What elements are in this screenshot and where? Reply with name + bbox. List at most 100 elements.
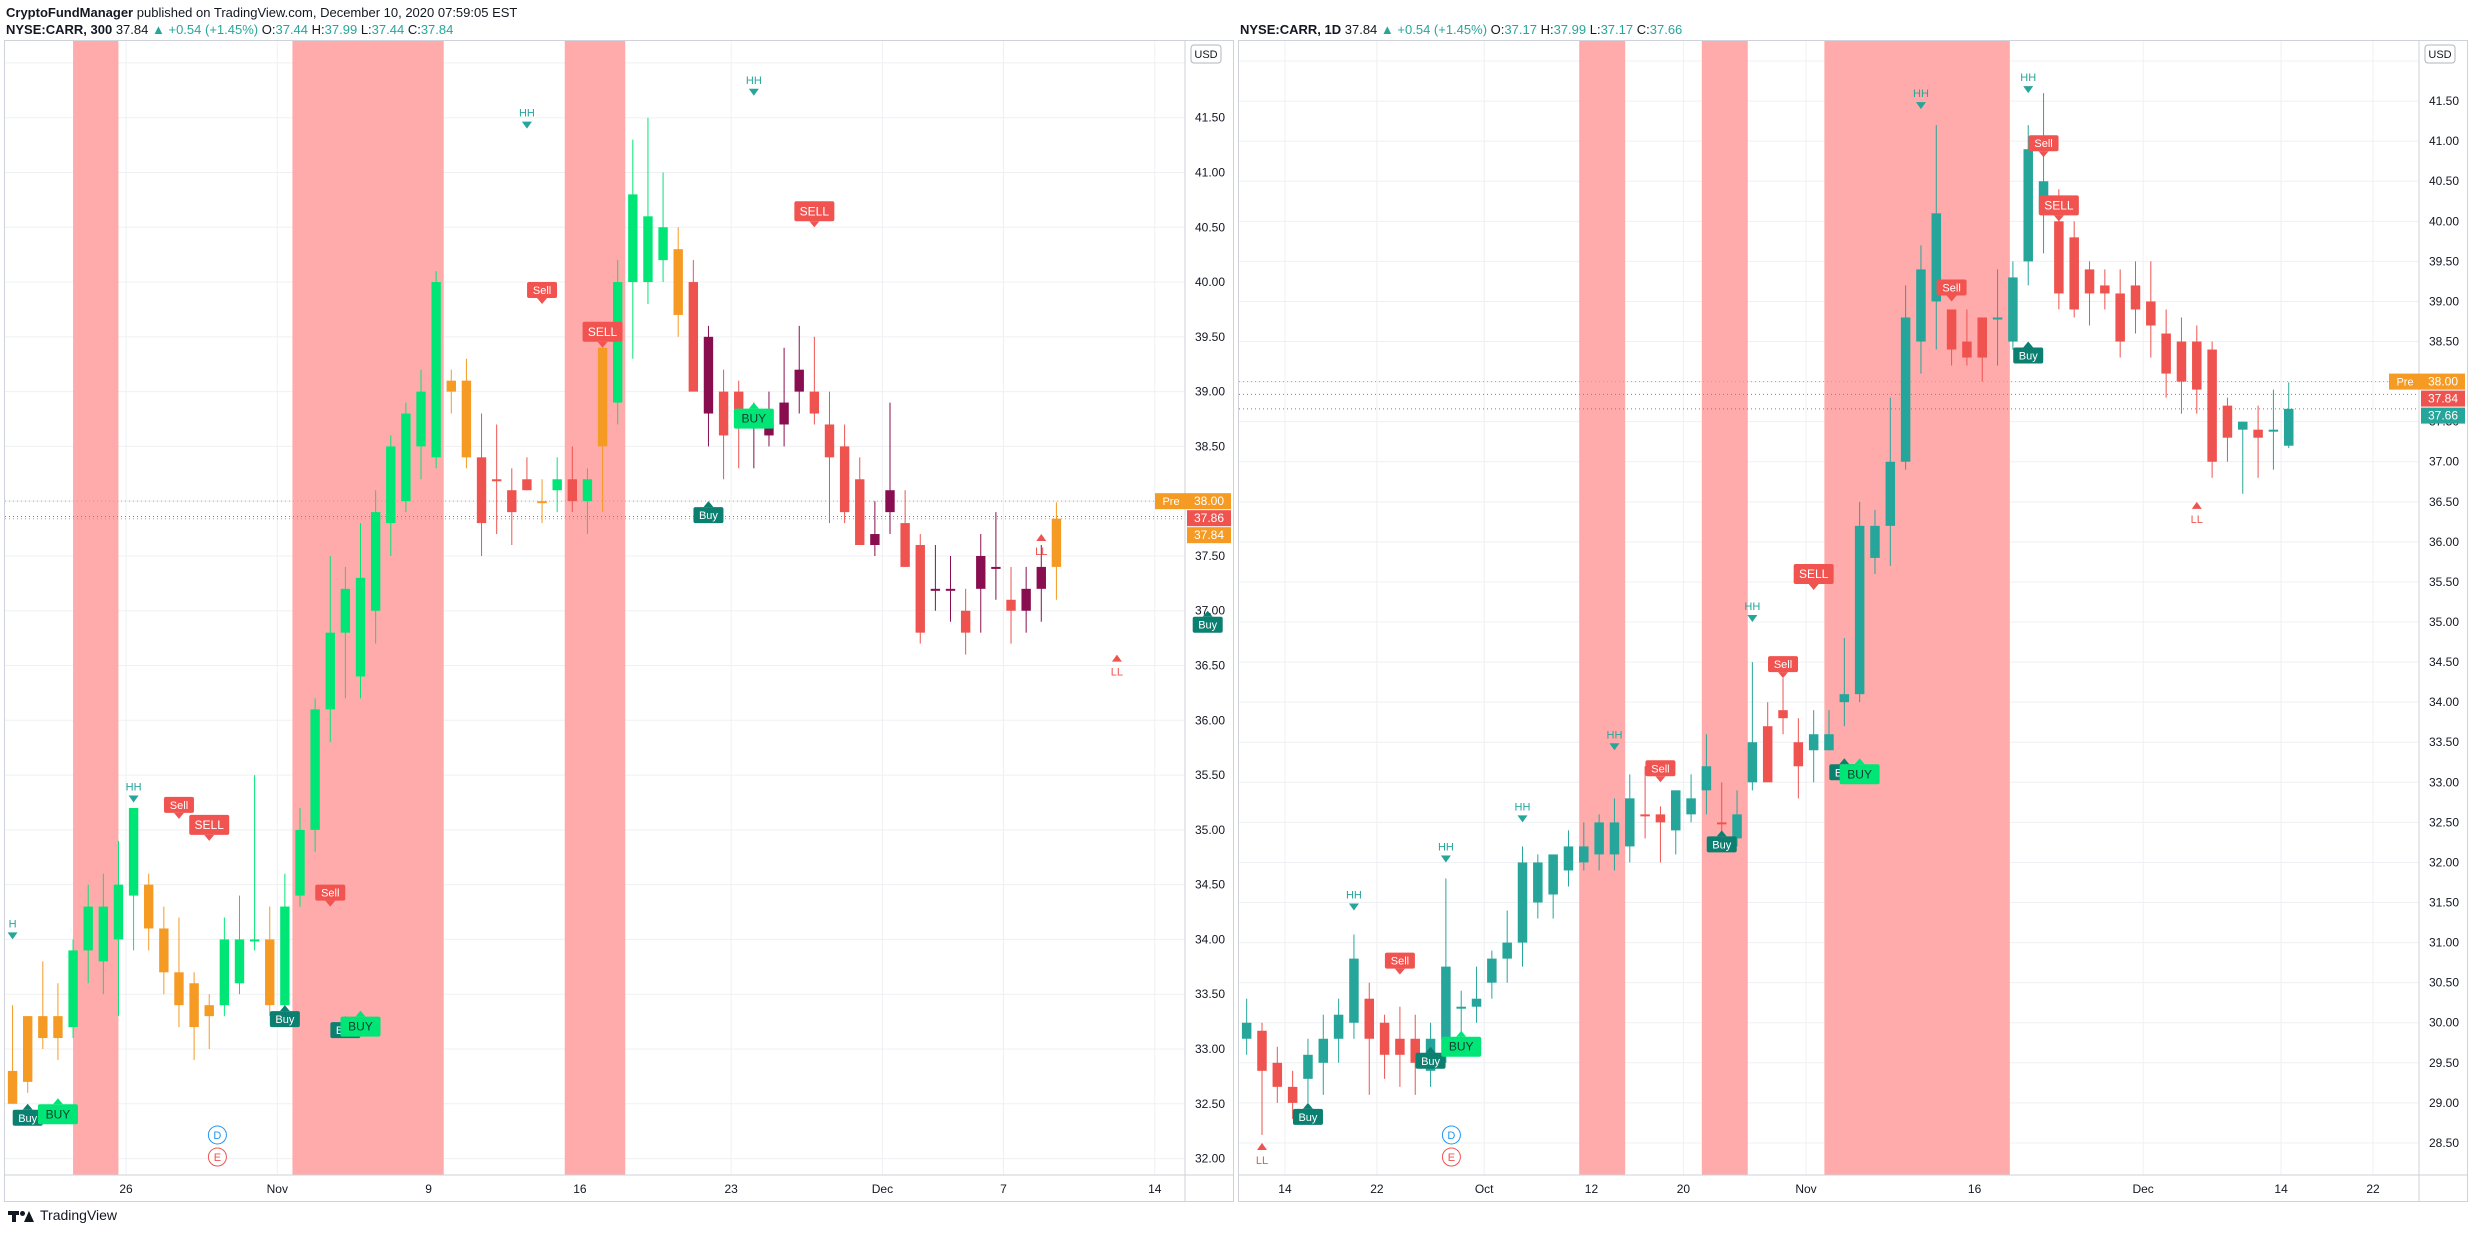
hh-label: HH <box>1913 88 1929 100</box>
candle-body <box>1533 862 1543 903</box>
sell-signal <box>1768 656 1799 673</box>
sell-label: SELL <box>195 818 225 832</box>
y-tick-label: 37.00 <box>1195 604 1225 618</box>
candle-body <box>2054 221 2064 294</box>
candle-body <box>1502 942 1512 959</box>
candle-body <box>703 336 714 414</box>
y-tick-label: 36.00 <box>1195 713 1225 727</box>
buy-pointer <box>279 1005 290 1012</box>
right-close: 37.66 <box>1649 22 1683 37</box>
x-tick-label: 14 <box>1148 1182 1162 1196</box>
candle-body <box>128 807 139 896</box>
left-symbol[interactable]: NYSE:CARR, 300 <box>6 22 113 37</box>
candle-body <box>658 227 668 261</box>
left-c-label: C: <box>407 22 421 37</box>
left-chart-svg[interactable]: H Sell SELL HH Buy BUY Buy Sell Buy BUY HH Sell SELL… <box>5 41 1233 1201</box>
publisher-name[interactable]: CryptoFundManager <box>6 5 134 20</box>
left-last-price: 37.84 <box>115 22 149 37</box>
x-tick-label: 12 <box>1585 1182 1599 1196</box>
right-symbol[interactable]: NYSE:CARR, 1D <box>1240 22 1342 37</box>
buy-label: Buy <box>275 1014 294 1026</box>
hh-triangle <box>521 121 532 129</box>
right-chart-svg[interactable]: LL Buy HH Sell Buy BUY HH HH HH Sell Buy HH Sell SELL… <box>1239 41 2467 1201</box>
hh-triangle <box>128 795 139 803</box>
buy-pointer <box>2023 341 2034 348</box>
candle-body <box>537 501 547 504</box>
candle-body <box>1594 822 1604 855</box>
y-tick-label: 36.50 <box>1195 659 1225 673</box>
hh-triangle <box>1915 102 1926 110</box>
x-tick-label: 23 <box>724 1182 738 1196</box>
y-tick-label: 39.00 <box>2429 294 2459 308</box>
buy-label: BUY <box>46 1107 71 1121</box>
right-change: ▲ +0.54 (+1.45%) <box>1380 22 1488 37</box>
hh-triangle <box>7 932 18 940</box>
buy-label: BUY <box>1847 767 1872 781</box>
left-chart-panel[interactable]: H Sell SELL HH Buy BUY Buy Sell Buy BUY HH Sell SELL… <box>4 40 1234 1202</box>
right-l-label: L: <box>1589 22 1601 37</box>
x-tick-label: 22 <box>1370 1182 1384 1196</box>
candle-body <box>204 1005 214 1017</box>
candle-body <box>7 1070 18 1104</box>
candle-body <box>234 939 245 984</box>
hh-label: HH <box>519 108 535 120</box>
buy-signal <box>1292 1108 1323 1125</box>
candle-body <box>325 632 335 710</box>
candle-body <box>1946 309 1957 350</box>
candle-body <box>431 282 441 458</box>
y-tick-label: 36.00 <box>2429 535 2459 549</box>
candle-body <box>416 391 426 447</box>
candle-body <box>1517 862 1528 943</box>
y-tick-label: 41.00 <box>1195 165 1225 179</box>
x-tick-label: Nov <box>267 1182 288 1196</box>
buy-signal <box>340 1016 381 1037</box>
y-tick-label: 35.50 <box>2429 575 2459 589</box>
ll-triangle <box>1036 534 1047 542</box>
y-tick-label: 40.50 <box>2429 174 2459 188</box>
price-tag <box>1187 493 1231 510</box>
candle-body <box>370 512 381 611</box>
sell-signal <box>189 814 230 835</box>
earnings-marker <box>207 1147 227 1167</box>
right-o-label: O: <box>1490 22 1505 37</box>
candle-body <box>1303 1054 1313 1079</box>
marker-label: E <box>1448 1152 1455 1164</box>
candle-body <box>1640 814 1650 817</box>
candle-body <box>900 523 910 567</box>
y-tick-label: 33.50 <box>1195 987 1225 1001</box>
candle-body <box>1762 726 1773 783</box>
candle-body <box>2238 421 2248 430</box>
candle-body <box>1257 1030 1267 1071</box>
candle-body <box>718 391 729 436</box>
candle-body <box>915 545 925 633</box>
candle-body <box>1931 213 1942 302</box>
candle-body <box>1900 317 1911 462</box>
pre-tag-label: Pre <box>2396 377 2413 389</box>
candle-body <box>552 479 562 491</box>
price-tag <box>1187 527 1231 544</box>
right-symbol-line: NYSE:CARR, 1D 37.84 ▲ +0.54 (+1.45%) O:3… <box>1240 21 1682 38</box>
hh-triangle <box>2023 86 2034 94</box>
candle-body <box>355 577 366 677</box>
sell-signal <box>582 321 623 342</box>
candle-body <box>1854 525 1865 695</box>
y-tick-label: 37.50 <box>1195 549 1225 563</box>
sell-signal <box>1384 952 1415 969</box>
right-chart-panel[interactable]: LL Buy HH Sell Buy BUY HH HH HH Sell Buy HH Sell SELL… <box>1238 40 2468 1202</box>
sell-signal <box>794 201 835 222</box>
hh-label: HH <box>746 75 762 87</box>
tradingview-footer[interactable]: TradingView <box>8 1204 117 1226</box>
pre-tag <box>2389 373 2421 390</box>
ll-label: LL <box>1111 667 1123 679</box>
candles <box>7 117 1062 1104</box>
y-tick-label: 41.00 <box>2429 134 2459 148</box>
ll-label: LL <box>1256 1155 1268 1167</box>
y-tick-label: 29.50 <box>2429 1056 2459 1070</box>
ll-triangle <box>1256 1142 1267 1150</box>
y-tick-label: 36.50 <box>2429 495 2459 509</box>
y-tick-label: 34.50 <box>1195 878 1225 892</box>
hh-triangle <box>1609 743 1620 751</box>
marker-label: E <box>214 1152 221 1164</box>
ll-triangle <box>2191 501 2202 509</box>
candle-body <box>1471 998 1482 1007</box>
